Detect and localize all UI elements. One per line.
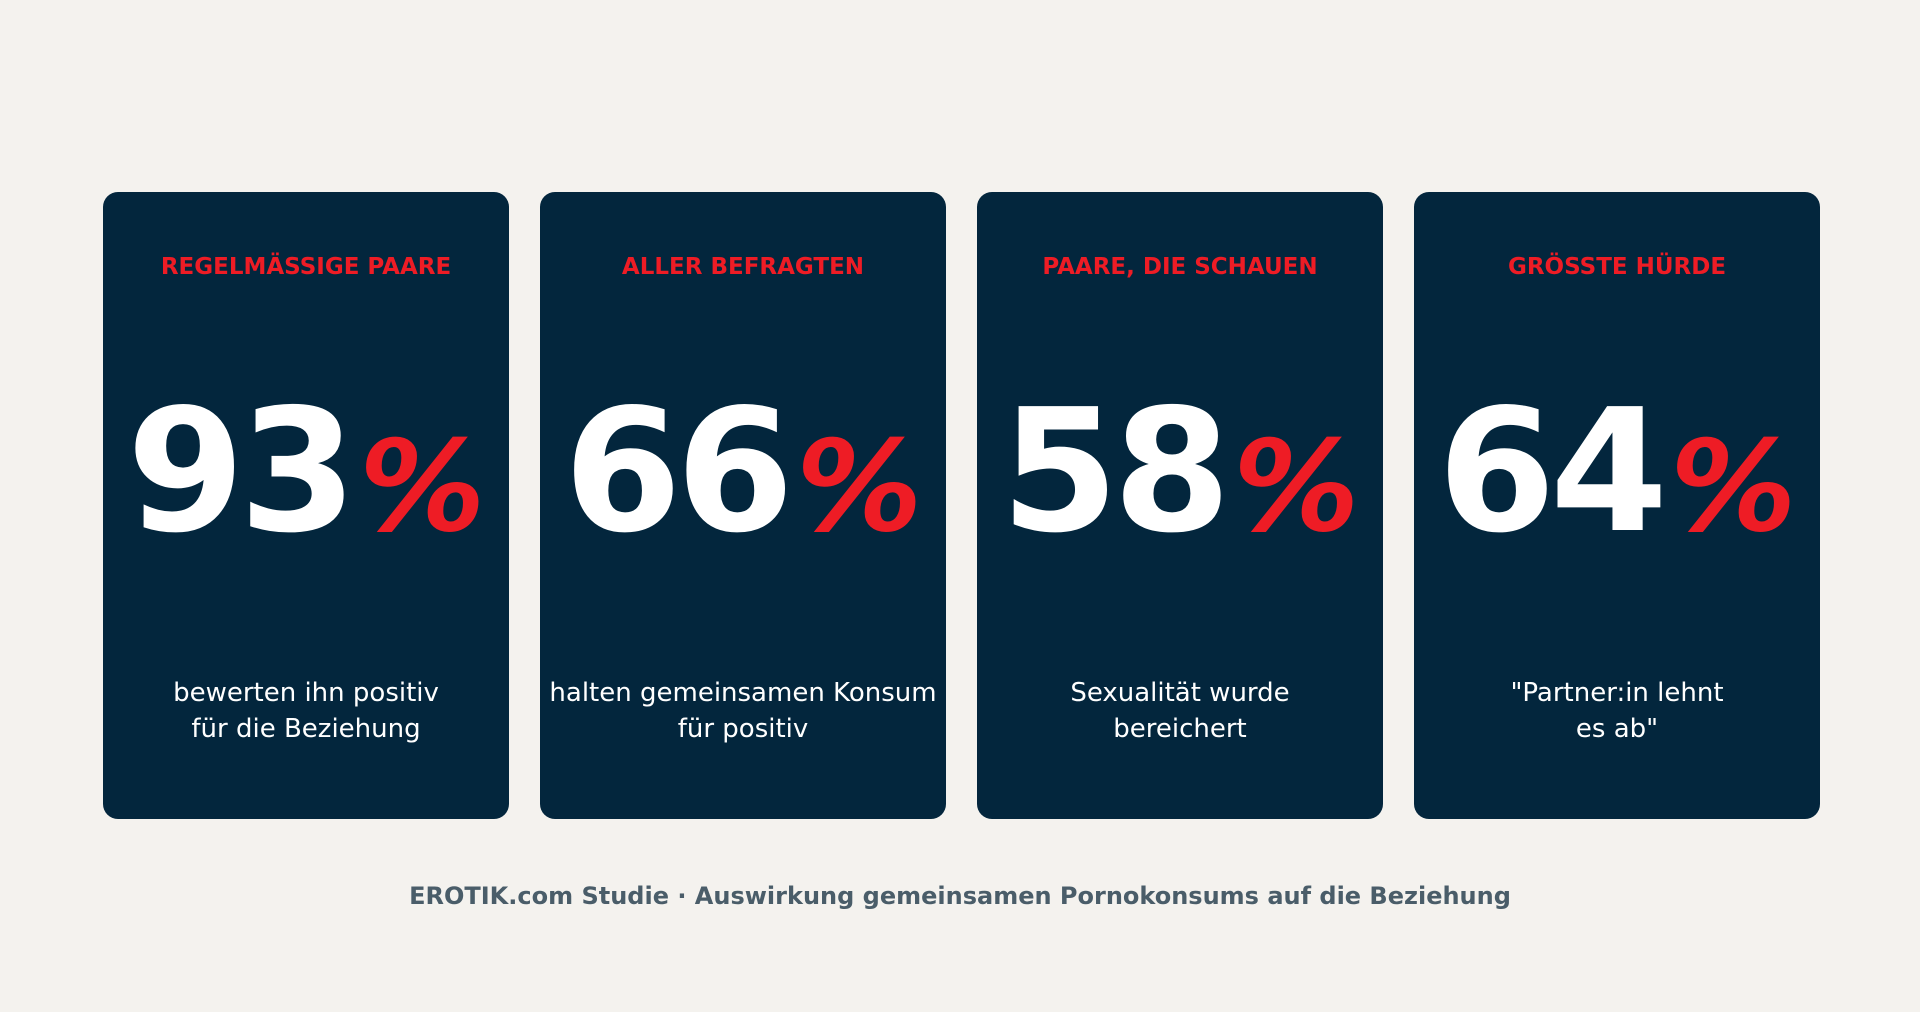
description-line: bereichert [1113, 714, 1247, 744]
percent-sign: % [359, 413, 486, 560]
description-line: bewerten ihn positiv [173, 678, 439, 708]
card-label: ALLER BEFRAGTEN [621, 254, 865, 280]
percent-sign: % [796, 413, 923, 560]
card-value: 58% [977, 387, 1383, 557]
stat-number: 66 [563, 373, 795, 571]
stat-cards: REGELMÄSSIGE PAARE 93% bewerten ihn posi… [103, 192, 1820, 819]
card-label: GRÖSSTE HÜRDE [1507, 254, 1727, 280]
description-line: für die Beziehung [191, 714, 421, 744]
card-value: 64% [1414, 387, 1820, 557]
card-description: halten gemeinsamen Konsum für positiv [540, 675, 946, 747]
card-value: 66% [540, 387, 946, 557]
percent-sign: % [1670, 413, 1797, 560]
card-description: Sexualität wurde bereichert [977, 675, 1383, 747]
stat-number: 64 [1437, 373, 1669, 571]
stat-card-all-respondents: ALLER BEFRAGTEN 66% halten gemeinsamen K… [540, 192, 946, 819]
card-label: REGELMÄSSIGE PAARE [160, 254, 452, 280]
stat-number: 58 [1000, 373, 1232, 571]
card-label: PAARE, DIE SCHAUEN [1042, 254, 1318, 280]
stat-card-regular-couples: REGELMÄSSIGE PAARE 93% bewerten ihn posi… [103, 192, 509, 819]
description-line: Sexualität wurde [1070, 678, 1290, 708]
description-line: "Partner:in lehnt [1510, 678, 1724, 708]
description-line: es ab" [1575, 714, 1659, 744]
stat-card-couples-watching: PAARE, DIE SCHAUEN 58% Sexualität wurde … [977, 192, 1383, 819]
stat-number: 93 [126, 373, 358, 571]
description-line: halten gemeinsamen Konsum [549, 678, 937, 708]
card-description: "Partner:in lehnt es ab" [1414, 675, 1820, 747]
card-value: 93% [103, 387, 509, 557]
source-footer: EROTIK.com Studie · Auswirkung gemeinsam… [409, 882, 1511, 910]
card-description: bewerten ihn positiv für die Beziehung [103, 675, 509, 747]
description-line: für positiv [677, 714, 809, 744]
percent-sign: % [1233, 413, 1360, 560]
stat-card-biggest-hurdle: GRÖSSTE HÜRDE 64% "Partner:in lehnt es a… [1414, 192, 1820, 819]
